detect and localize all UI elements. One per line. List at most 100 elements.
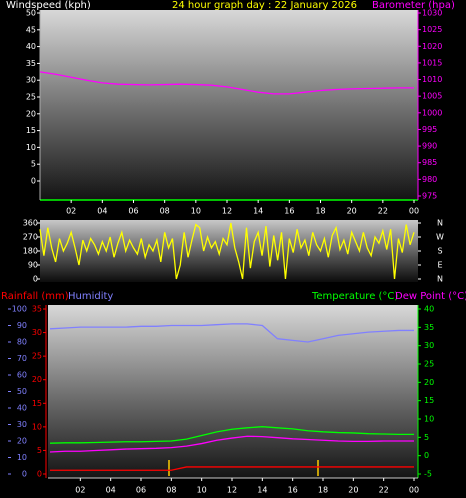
x-tick-label: 20	[348, 486, 358, 495]
y3-tick-label: -5	[424, 470, 432, 479]
x-tick-label: 06	[128, 207, 138, 216]
y-tick-label: 45	[26, 25, 36, 34]
y-tick-label: 270	[23, 233, 38, 242]
y-tick-label: 100	[12, 305, 27, 314]
x-tick-label: 08	[160, 207, 170, 216]
y-tick-label: 0	[33, 275, 38, 284]
x-tick-label: 14	[253, 207, 263, 216]
y2-tick-label: W	[436, 233, 444, 242]
y-tick-label: 40	[17, 404, 27, 413]
y2-tick-label: 10	[32, 422, 42, 431]
y2-tick-label: N	[437, 219, 443, 228]
x-tick-label: 00	[409, 207, 419, 216]
y-tick-label: 20	[17, 437, 27, 446]
y2-tick-label: 35	[32, 305, 42, 314]
y3-tick-label: 25	[424, 360, 434, 369]
series-line	[49, 426, 414, 444]
series-line	[49, 435, 414, 453]
x-tick-label: 18	[315, 207, 325, 216]
y2-tick-label: 1000	[422, 108, 442, 117]
y2-tick-label: 980	[422, 175, 437, 184]
x-tick-label: 02	[66, 207, 76, 216]
chart-title: 24 hour graph day : 22 January 2026	[172, 0, 357, 11]
x-tick-label: 16	[288, 486, 298, 495]
x-tick-label: 10	[191, 207, 201, 216]
plot-area	[48, 305, 418, 478]
legend-label: Barometer (hpa)	[372, 0, 455, 11]
y-tick-label: 0	[22, 470, 27, 479]
legend-label: Humidity	[68, 291, 113, 302]
y3-tick-label: 0	[424, 451, 429, 460]
y-tick-label: 50	[26, 9, 36, 18]
y2-tick-label: N	[437, 275, 443, 284]
y2-tick-label: 30	[32, 328, 42, 337]
legend-label: Temperature (°C)	[311, 291, 398, 302]
y-tick-label: 90	[17, 321, 27, 330]
y2-tick-label: 1010	[422, 75, 442, 84]
y2-tick-label: 990	[422, 142, 437, 151]
x-tick-label: 20	[347, 207, 357, 216]
y2-tick-label: 0	[37, 470, 42, 479]
series-line	[39, 222, 415, 280]
y3-tick-label: 20	[424, 378, 434, 387]
y2-tick-label: 995	[422, 125, 437, 134]
y-tick-label: 70	[17, 354, 27, 363]
legend-label: Rainfall (mm)	[1, 291, 69, 302]
x-tick-label: 14	[257, 486, 267, 495]
x-tick-label: 06	[136, 486, 146, 495]
y3-tick-label: 5	[424, 433, 429, 442]
x-tick-label: 22	[379, 486, 389, 495]
legend-label: Dew Point (°C)	[395, 291, 466, 302]
y2-tick-label: 25	[32, 352, 42, 361]
series-line	[39, 71, 414, 95]
y-tick-label: 360	[23, 219, 38, 228]
y3-tick-label: 35	[424, 323, 434, 332]
y3-tick-label: 15	[424, 396, 434, 405]
y-tick-label: 5	[31, 160, 36, 169]
y-tick-label: 60	[17, 371, 27, 380]
y-tick-label: 180	[23, 247, 38, 256]
x-tick-label: 22	[378, 207, 388, 216]
x-tick-label: 04	[106, 486, 116, 495]
y2-tick-label: 5	[37, 446, 42, 455]
y2-tick-label: 1015	[422, 58, 442, 67]
y-tick-label: 15	[26, 126, 36, 135]
y2-tick-label: 1020	[422, 42, 442, 51]
y2-tick-label: S	[437, 247, 442, 256]
x-tick-label: 10	[197, 486, 207, 495]
y3-tick-label: 40	[424, 305, 434, 314]
y-tick-label: 30	[17, 420, 27, 429]
x-tick-label: 18	[318, 486, 328, 495]
y-tick-label: 10	[17, 453, 27, 462]
y2-tick-label: 1005	[422, 92, 442, 101]
x-tick-label: 02	[75, 486, 85, 495]
y-tick-label: 40	[26, 42, 36, 51]
x-tick-label: 08	[166, 486, 176, 495]
y-tick-label: 0	[31, 177, 36, 186]
y-tick-label: 10	[26, 143, 36, 152]
x-tick-label: 12	[227, 486, 237, 495]
y-tick-label: 90	[28, 261, 38, 270]
series-line	[49, 323, 414, 343]
y-tick-label: 25	[26, 93, 36, 102]
y2-tick-label: 15	[32, 399, 42, 408]
y-tick-label: 50	[17, 387, 27, 396]
y-tick-label: 20	[26, 109, 36, 118]
y2-tick-label: 1025	[422, 25, 442, 34]
series-line	[50, 466, 414, 471]
y2-tick-label: 1030	[422, 9, 442, 18]
x-tick-label: 04	[97, 207, 107, 216]
x-tick-label: 12	[222, 207, 232, 216]
y2-tick-label: 20	[32, 375, 42, 384]
y-tick-label: 30	[26, 76, 36, 85]
y2-tick-label: 985	[422, 158, 437, 167]
y3-tick-label: 30	[424, 341, 434, 350]
y3-tick-label: 10	[424, 415, 434, 424]
x-tick-label: 16	[284, 207, 294, 216]
plot-area	[40, 10, 418, 200]
y-tick-label: 80	[17, 338, 27, 347]
y2-tick-label: E	[437, 261, 442, 270]
x-tick-label: 00	[409, 486, 419, 495]
y-tick-label: 35	[26, 59, 36, 68]
